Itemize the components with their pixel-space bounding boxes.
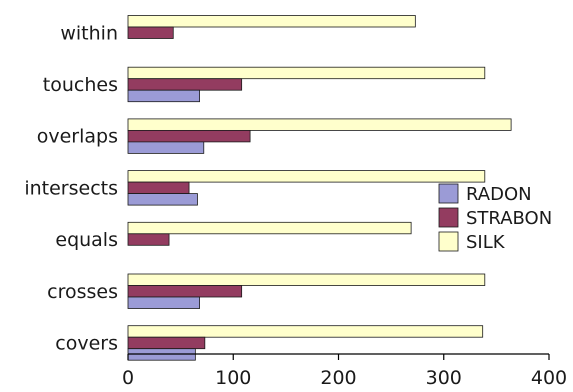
x-tick-label-200: 200 [320,367,356,389]
category-label-touches: touches [43,74,118,96]
bar-overlaps-radon [127,141,205,154]
legend: RADON STRABON SILK [438,183,552,253]
bar-touches-radon [127,89,200,103]
bar-intersects-strabon [127,181,190,195]
bar-within-silk [127,15,416,28]
x-tick-label-100: 100 [215,367,251,389]
category-label-covers: covers [55,332,118,354]
legend-swatch-strabon [438,207,459,228]
category-label-equals: equals [55,229,118,251]
legend-label-radon: RADON [466,184,532,205]
bar-equals-silk [127,221,412,235]
bar-touches-strabon [127,78,243,91]
bar-crosses-strabon [127,285,243,298]
legend-label-strabon: STRABON [466,208,552,229]
bar-intersects-radon [127,193,198,206]
category-label-crosses: crosses [47,281,118,303]
x-axis-ticks: 0 100 200 300 400 [122,354,567,389]
bar-overlaps-strabon [127,129,251,143]
bar-within-strabon [127,26,174,39]
legend-label-silk: SILK [466,232,506,253]
category-label-within: within [60,22,118,44]
bar-overlaps-silk [127,118,512,131]
bar-covers-silk [127,325,484,338]
category-label-intersects: intersects [24,177,118,199]
bar-intersects-silk [127,170,486,183]
x-tick-label-300: 300 [426,367,462,389]
category-label-overlaps: overlaps [37,126,118,148]
legend-swatch-radon [438,183,459,204]
legend-swatch-silk [438,231,459,252]
bar-crosses-radon [127,296,200,309]
bar-touches-silk [127,66,486,80]
bar-crosses-silk [127,273,486,286]
bar-equals-strabon [127,233,170,246]
x-tick-label-0: 0 [122,367,134,389]
bar-covers-strabon [127,336,206,350]
x-tick-label-400: 400 [531,367,567,389]
category-labels: within touches overlaps intersects equals cro… [24,22,118,354]
